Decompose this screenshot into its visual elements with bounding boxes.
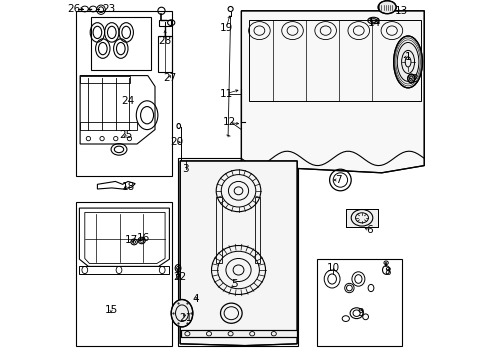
Text: 11: 11 [220, 89, 233, 99]
Text: 17: 17 [125, 235, 138, 245]
Text: 21: 21 [179, 312, 192, 323]
Polygon shape [180, 161, 297, 346]
Text: 3: 3 [182, 164, 189, 174]
Text: 1: 1 [404, 52, 411, 62]
Text: 13: 13 [395, 6, 408, 16]
Polygon shape [346, 209, 378, 227]
Text: 14: 14 [368, 18, 381, 28]
Polygon shape [181, 330, 297, 337]
Text: 7: 7 [335, 175, 342, 185]
Text: 25: 25 [120, 130, 133, 140]
Ellipse shape [378, 1, 396, 14]
Ellipse shape [393, 36, 422, 88]
Text: 27: 27 [163, 73, 176, 84]
Text: 15: 15 [104, 305, 118, 315]
Text: 23: 23 [102, 4, 116, 14]
Polygon shape [242, 11, 424, 173]
Text: 6: 6 [366, 225, 372, 235]
Text: 9: 9 [357, 308, 364, 318]
Text: 2: 2 [411, 74, 417, 84]
Text: 16: 16 [137, 233, 150, 243]
Text: 19: 19 [220, 23, 233, 33]
Ellipse shape [171, 300, 193, 327]
Text: 10: 10 [327, 263, 340, 273]
Text: 22: 22 [173, 272, 186, 282]
Text: 24: 24 [122, 96, 135, 106]
Text: 26: 26 [68, 4, 81, 14]
Ellipse shape [212, 246, 266, 294]
Text: 12: 12 [222, 117, 236, 127]
Text: 4: 4 [193, 294, 199, 304]
Text: 28: 28 [158, 36, 172, 46]
Text: 8: 8 [384, 267, 391, 277]
Ellipse shape [408, 74, 415, 83]
Text: 20: 20 [170, 137, 183, 147]
Text: 5: 5 [231, 279, 238, 289]
Ellipse shape [216, 170, 261, 212]
Text: 18: 18 [122, 182, 135, 192]
